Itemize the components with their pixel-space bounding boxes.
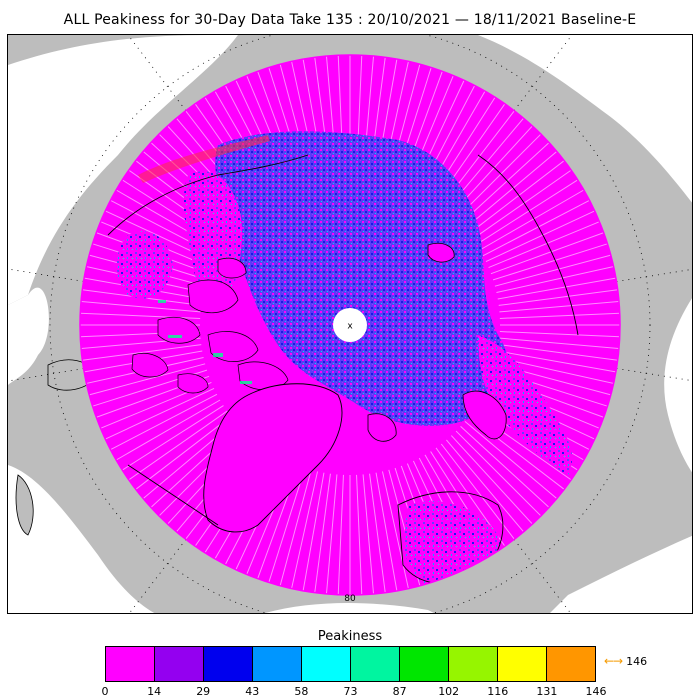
- disk-edge: [79, 54, 621, 596]
- overflow-arrow-icon: ←→: [604, 654, 623, 668]
- colorbar-swatch: [547, 647, 595, 681]
- colorbar-tick-label: 87: [392, 685, 407, 698]
- colorbar-swatch: [302, 647, 351, 681]
- colorbar-tick-label: 116: [487, 685, 509, 698]
- colorbar-tick-label: 131: [536, 685, 558, 698]
- colorbar-swatch: [498, 647, 547, 681]
- colorbar-tick-label: 0: [101, 685, 109, 698]
- colorbar-tick-label: 58: [294, 685, 309, 698]
- colorbar-swatch: [449, 647, 498, 681]
- colorbar-swatch: [351, 647, 400, 681]
- pole-marker: x: [347, 322, 353, 332]
- legend-title: Peakiness: [317, 629, 383, 644]
- colorbar-tick-label: 73: [343, 685, 358, 698]
- polar-map: x 80: [7, 34, 693, 614]
- overflow-indicator: ←→ 146: [604, 654, 647, 668]
- colorbar-tick-label: 146: [585, 685, 607, 698]
- colorbar-swatch: [253, 647, 302, 681]
- colorbar-tick-label: 14: [147, 685, 162, 698]
- colorbar-tick-label: 102: [438, 685, 460, 698]
- colorbar: [105, 646, 596, 682]
- colorbar-swatch: [400, 647, 449, 681]
- colorbar-swatch: [155, 647, 204, 681]
- colorbar-swatch: [204, 647, 253, 681]
- latitude-label: 80: [344, 594, 356, 604]
- data-disk: [80, 55, 620, 595]
- map-title: ALL Peakiness for 30-Day Data Take 135 :…: [63, 12, 637, 28]
- greenland-outline: [203, 383, 343, 533]
- overflow-value: 146: [626, 654, 648, 668]
- colorbar-tick-label: 29: [196, 685, 211, 698]
- colorbar-tick-label: 43: [245, 685, 260, 698]
- pole-hole: x: [333, 308, 367, 342]
- colorbar-swatch: [106, 647, 155, 681]
